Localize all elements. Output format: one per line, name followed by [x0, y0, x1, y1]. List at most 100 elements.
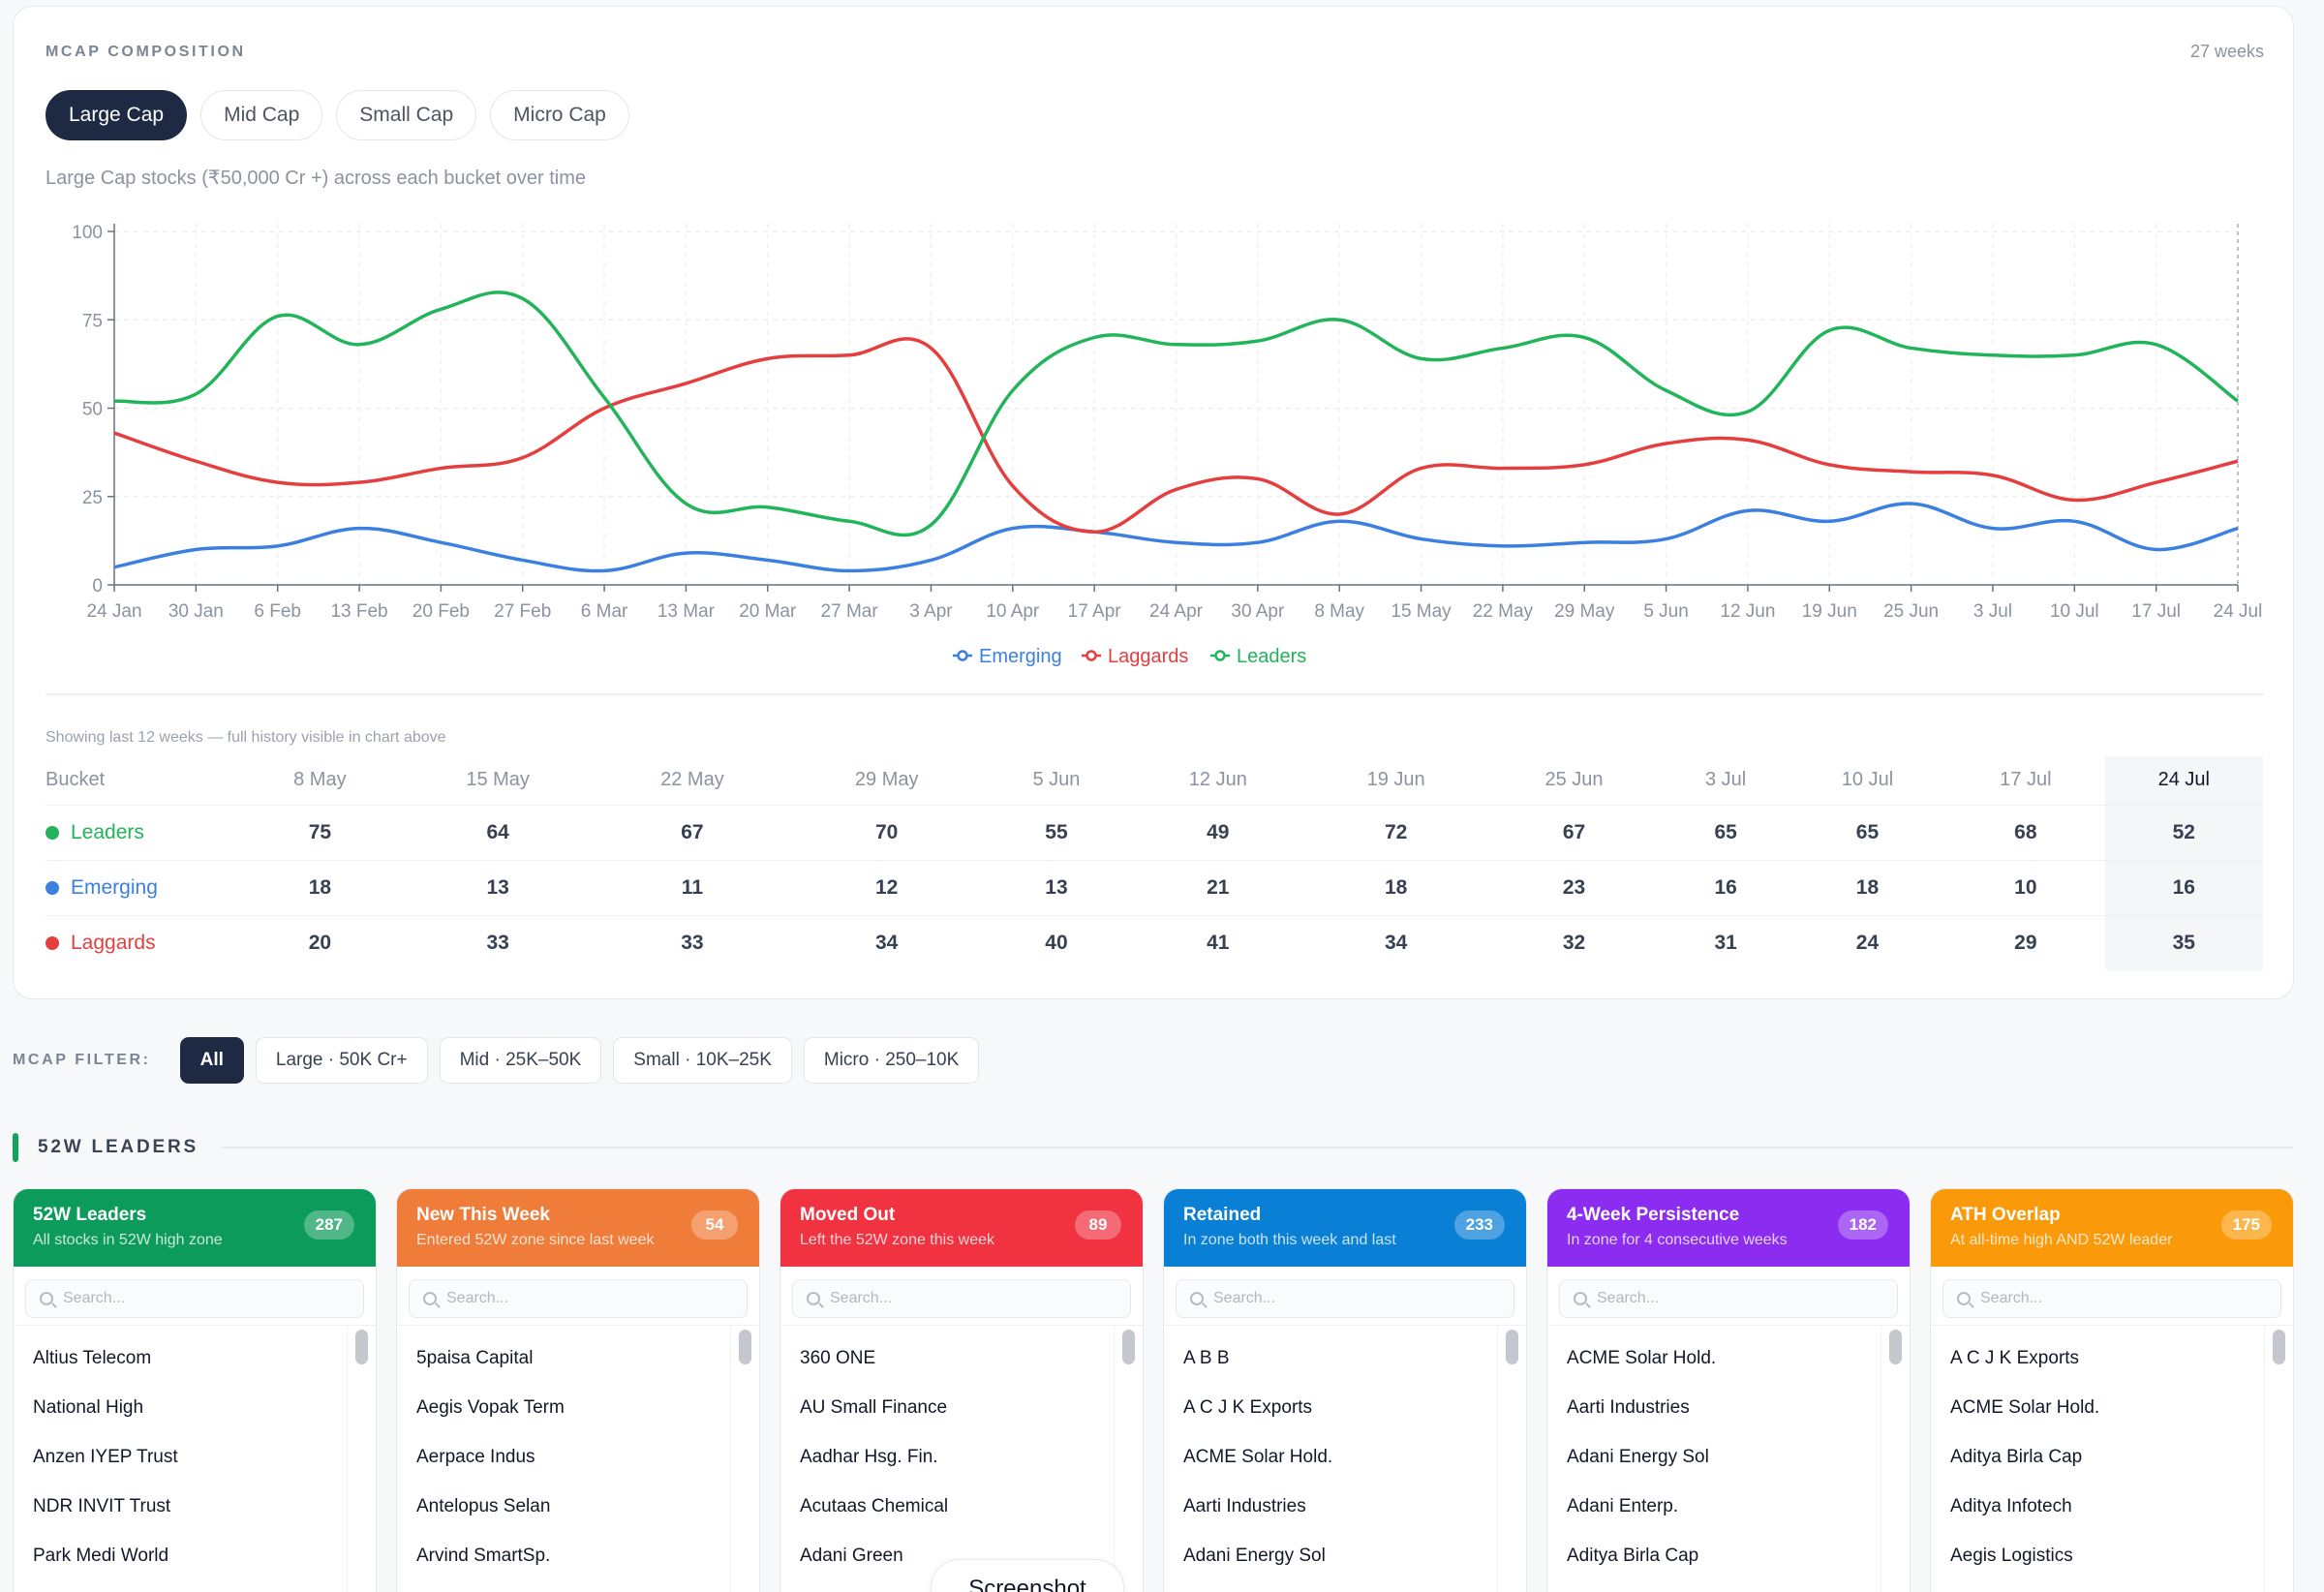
- list-item[interactable]: Aegis Logistics: [1950, 1545, 2073, 1566]
- scrollbar-thumb[interactable]: [355, 1330, 368, 1364]
- list-item[interactable]: Aegis Vopak Term: [416, 1396, 565, 1418]
- scrollbar-thumb[interactable]: [1889, 1330, 1902, 1364]
- scrollbar[interactable]: [2264, 1326, 2293, 1592]
- stock-list: Altius Telecom National High Anzen IYEP Tr…: [14, 1326, 376, 1580]
- bucket-card: Moved Out Left the 52W zone this week 89…: [780, 1188, 1144, 1592]
- tab-large-cap[interactable]: Large Cap: [46, 90, 188, 140]
- table-cell: 49: [1128, 805, 1307, 861]
- card-list: Altius Telecom National High Anzen IYEP Tr…: [14, 1325, 376, 1592]
- search-input[interactable]: Search...: [1559, 1279, 1898, 1318]
- x-tick-label: 25 Jun: [1883, 601, 1939, 622]
- x-tick-label: 5 Jun: [1643, 601, 1688, 622]
- weeks-count: 27 weeks: [2189, 42, 2264, 61]
- filter-small-button[interactable]: Small · 10K–25K: [613, 1037, 792, 1084]
- x-tick-label: 20 Mar: [739, 601, 797, 622]
- list-item[interactable]: Arvind SmartSp.: [416, 1545, 551, 1566]
- leaders-section-header: 52W LEADERS: [13, 1133, 2294, 1162]
- section-accent-bar: [13, 1133, 18, 1162]
- filter-all-button[interactable]: All: [179, 1037, 244, 1084]
- tab-mid-cap[interactable]: Mid Cap: [200, 90, 323, 140]
- count-badge: 182: [1837, 1210, 1888, 1240]
- screenshot-button[interactable]: Screenshot: [931, 1559, 1124, 1592]
- table-cell: 34: [1384, 931, 1408, 954]
- scrollbar-thumb[interactable]: [1122, 1330, 1135, 1364]
- card-subtitle: Entered 52W zone since last week: [416, 1232, 655, 1248]
- search-icon: [807, 1292, 820, 1305]
- list-item[interactable]: Aditya Birla Cap: [1567, 1545, 1699, 1566]
- filter-micro-button[interactable]: Micro · 250–10K: [803, 1037, 980, 1084]
- search-input[interactable]: Search...: [792, 1279, 1131, 1318]
- legend-marker-emerging: [957, 650, 968, 661]
- scrollbar[interactable]: [1114, 1326, 1143, 1592]
- search-input[interactable]: Search...: [409, 1279, 748, 1318]
- list-item[interactable]: Aarti Industries: [1183, 1495, 1306, 1516]
- search-input[interactable]: Search...: [1176, 1279, 1514, 1318]
- tab-small-cap[interactable]: Small Cap: [336, 90, 477, 140]
- list-item[interactable]: Altius Telecom: [33, 1347, 152, 1368]
- list-item[interactable]: Acutaas Chemical: [800, 1495, 949, 1516]
- card-header: 52W Leaders All stocks in 52W high zone …: [14, 1189, 376, 1267]
- stock-list: A C J K Exports ACME Solar Hold. Aditya Bi…: [1931, 1326, 2293, 1580]
- scrollbar-thumb[interactable]: [2273, 1330, 2285, 1364]
- y-tick-label: 75: [82, 311, 103, 331]
- filter-mid-button[interactable]: Mid · 25K–50K: [439, 1037, 602, 1084]
- filter-label: MCAP FILTER:: [13, 1052, 151, 1068]
- x-tick-label: 30 Jan: [168, 601, 224, 622]
- card-title: Moved Out: [800, 1205, 896, 1225]
- table-cell: 10: [1946, 860, 2105, 916]
- search-input[interactable]: Search...: [1942, 1279, 2281, 1318]
- x-tick-label: 29 May: [1554, 601, 1615, 622]
- list-item[interactable]: ACME Solar Hold.: [1183, 1446, 1333, 1467]
- column-header: 22 May: [595, 756, 790, 806]
- table-cell: 18: [1306, 860, 1485, 916]
- list-item[interactable]: ACME Solar Hold.: [1567, 1347, 1717, 1368]
- filter-large-button[interactable]: Large · 50K Cr+: [255, 1037, 428, 1084]
- list-item[interactable]: Aditya Birla Cap: [1950, 1446, 2083, 1467]
- list-item[interactable]: Adani Energy Sol: [1183, 1545, 1326, 1566]
- table-cell: 64: [400, 805, 596, 861]
- scrollbar[interactable]: [1497, 1326, 1526, 1592]
- x-tick-label: 13 Feb: [330, 601, 387, 622]
- scrollbar[interactable]: [730, 1326, 759, 1592]
- list-item[interactable]: Adani Energy Sol: [1567, 1446, 1709, 1467]
- list-item[interactable]: Park Medi World: [33, 1545, 169, 1566]
- list-item[interactable]: A C J K Exports: [1950, 1347, 2080, 1368]
- list-item[interactable]: Aditya Infotech: [1950, 1495, 2072, 1516]
- list-item[interactable]: National High: [33, 1396, 144, 1418]
- list-item[interactable]: AU Small Finance: [800, 1396, 948, 1418]
- tab-micro-cap[interactable]: Micro Cap: [490, 90, 629, 140]
- table-cell: 29: [2014, 931, 2037, 954]
- list-item[interactable]: A C J K Exports: [1183, 1396, 1313, 1418]
- list-item[interactable]: Antelopus Selan: [416, 1495, 551, 1516]
- table-cell-current: 52: [2104, 805, 2263, 861]
- scrollbar[interactable]: [1881, 1326, 1910, 1592]
- card-list: ACME Solar Hold. Aarti Industries Adani En…: [1547, 1325, 1910, 1592]
- list-item[interactable]: ACME Solar Hold.: [1950, 1396, 2100, 1418]
- list-item[interactable]: Adani Enterp.: [1567, 1495, 1679, 1516]
- scrollbar-thumb[interactable]: [739, 1330, 751, 1364]
- table-cell: 67: [595, 805, 790, 861]
- list-item[interactable]: Aarti Industries: [1567, 1396, 1690, 1418]
- list-item[interactable]: A B B: [1183, 1347, 1230, 1368]
- list-item[interactable]: Anzen IYEP Trust: [33, 1446, 178, 1467]
- table-cell: 13: [984, 860, 1129, 916]
- stock-list: 360 ONE AU Small Finance Aadhar Hsg. Fin. A…: [780, 1326, 1143, 1580]
- scrollbar-thumb[interactable]: [1506, 1330, 1518, 1364]
- search-input[interactable]: Search...: [25, 1279, 364, 1318]
- table-row-emerging: Emerging 18 13 11 12 13 21 18 23 16 18 1…: [46, 860, 2263, 916]
- list-item[interactable]: 5paisa Capital: [416, 1347, 534, 1368]
- column-header: 17 Jul: [1946, 756, 2105, 806]
- list-item[interactable]: Adani Green: [800, 1545, 903, 1566]
- list-item[interactable]: 360 ONE: [800, 1347, 876, 1368]
- section-rule: [221, 1147, 2294, 1148]
- scrollbar[interactable]: [347, 1326, 376, 1592]
- list-item[interactable]: Aerpace Indus: [416, 1446, 535, 1467]
- list-item[interactable]: NDR INVIT Trust: [33, 1495, 171, 1516]
- legend-marker-laggards: [1086, 650, 1097, 661]
- column-header: 25 Jun: [1484, 756, 1664, 806]
- list-item[interactable]: Aadhar Hsg. Fin.: [800, 1446, 938, 1467]
- card-header: Retained In zone both this week and last…: [1164, 1189, 1526, 1267]
- search-placeholder: Search...: [1213, 1290, 1276, 1306]
- search-icon: [1957, 1292, 1971, 1305]
- emerging-dot: [46, 880, 59, 895]
